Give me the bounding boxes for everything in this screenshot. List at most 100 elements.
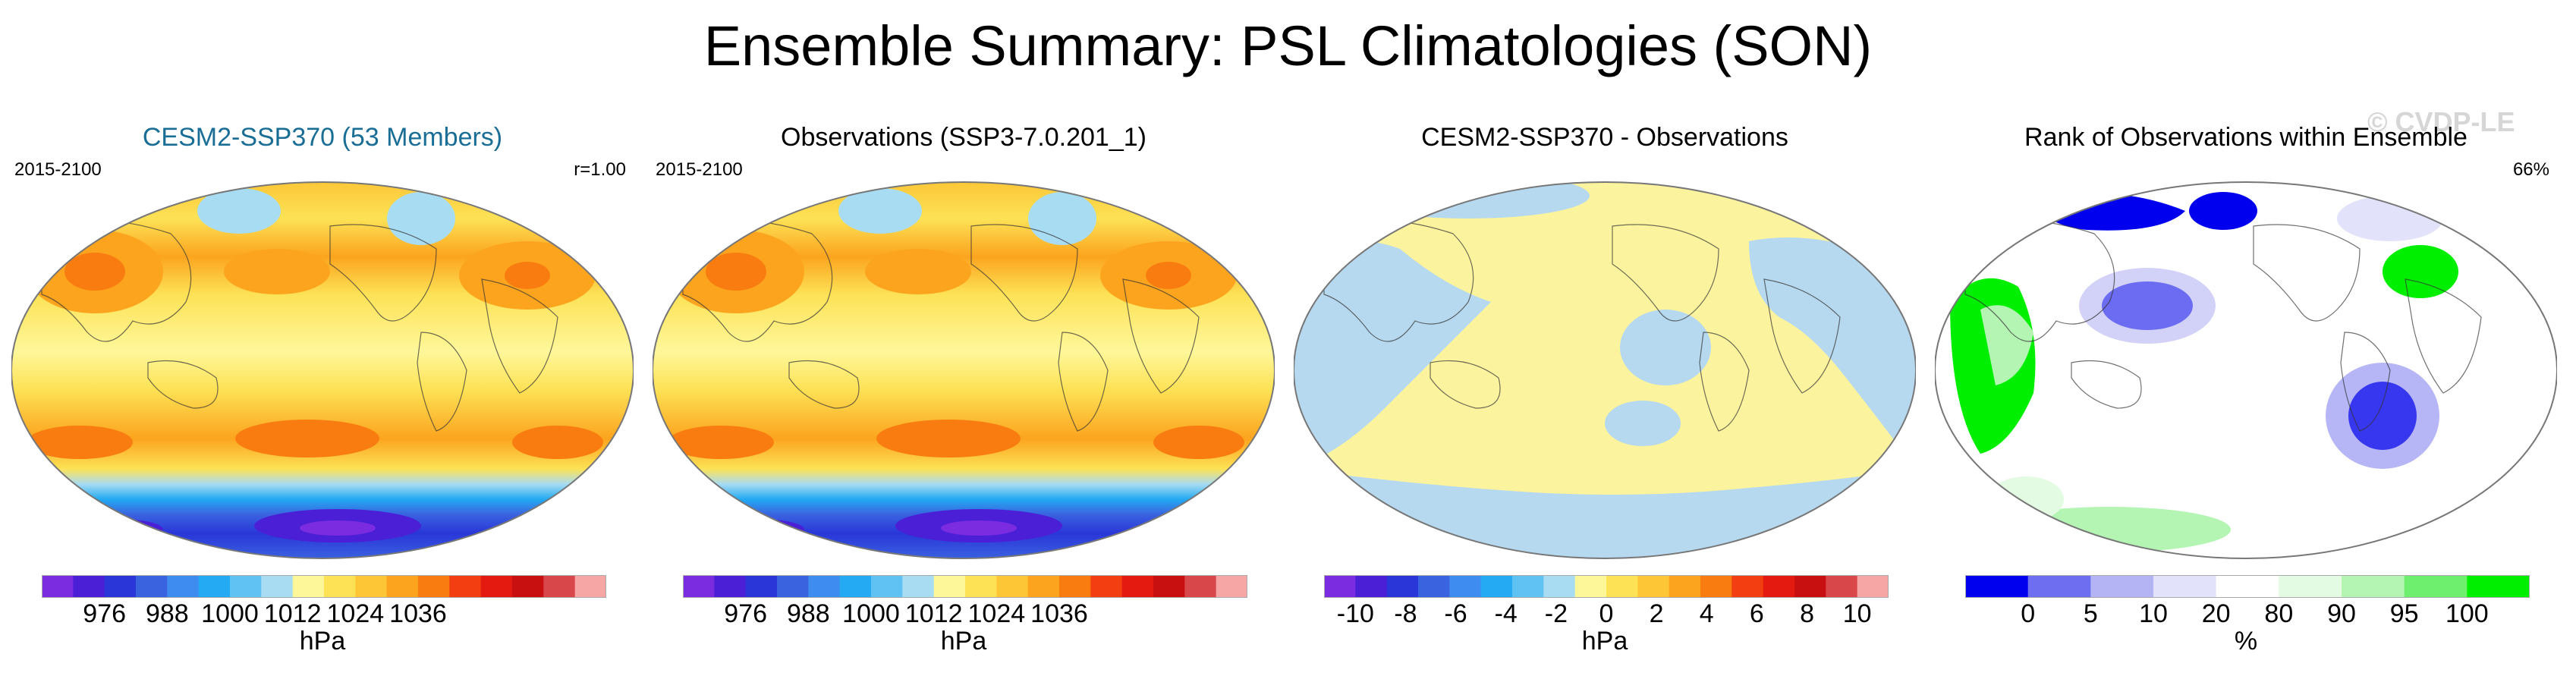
rank-pale-south xyxy=(1988,476,2064,522)
colorbar-swatch xyxy=(261,575,294,598)
colorbar-border xyxy=(42,575,606,598)
colorbar-tick-label: 100 xyxy=(2445,599,2489,628)
diff-negative-central xyxy=(1620,310,1711,385)
colorbar-swatch xyxy=(42,575,74,598)
rank-high-north-atlantic xyxy=(2383,245,2458,298)
high-north-atlantic-core xyxy=(505,262,550,289)
rank-high-southern-ocean xyxy=(1988,507,2231,552)
low-icelandic xyxy=(387,192,455,245)
colorbar-tick-label: -4 xyxy=(1494,599,1518,628)
colorbar-tick-label: 2 xyxy=(1649,599,1664,628)
colorbar-swatch xyxy=(1637,575,1670,598)
psl-map-difference xyxy=(1294,181,1916,559)
colorbar-swatch xyxy=(449,575,482,598)
panel-title: CESM2-SSP370 (53 Members) xyxy=(142,123,503,152)
coastlines xyxy=(1964,219,2482,432)
colorbar-swatch xyxy=(574,575,606,598)
figure-title: Ensemble Summary: PSL Climatologies (SON… xyxy=(703,14,1873,77)
colorbar-swatch xyxy=(1090,575,1123,598)
colorbar-swatch xyxy=(104,575,137,598)
colorbar-tick-label: -8 xyxy=(1394,599,1417,628)
colorbar-tick-label: 1024 xyxy=(326,599,385,628)
colorbar-unit: hPa xyxy=(940,627,987,656)
colorbar-tick-label: 10 xyxy=(2139,599,2168,628)
colorbar-swatch xyxy=(1418,575,1450,598)
colorbar-swatch xyxy=(2153,575,2217,598)
panel-title: CESM2-SSP370 - Observations xyxy=(1421,123,1788,152)
colorbar-tick-label: -2 xyxy=(1544,599,1568,628)
colorbar-tick-label: 0 xyxy=(2021,599,2036,628)
colorbar-swatch xyxy=(1059,575,1091,598)
colorbar-tick-label: 1036 xyxy=(1030,599,1088,628)
colorbar-swatch xyxy=(1216,575,1247,598)
colorbar-swatch xyxy=(1512,575,1544,598)
colorbar-swatch xyxy=(1027,575,1060,598)
colorbar-swatch xyxy=(2027,575,2091,598)
colorbar-swatch xyxy=(1731,575,1764,598)
high-south-indian xyxy=(27,426,133,459)
watermark: © CVDP-LE xyxy=(2367,106,2515,137)
colorbar-tick-label: 1024 xyxy=(967,599,1026,628)
colorbar-swatch xyxy=(355,575,388,598)
colorbar-swatch xyxy=(933,575,966,598)
colorbar-swatch xyxy=(386,575,419,598)
colorbar-border xyxy=(1324,575,1889,598)
colorbar-swatch xyxy=(1700,575,1732,598)
colorbar-ticks: -10 -8 -6 -4 -2 0 2 4 6 8 10 xyxy=(1286,599,1923,630)
colorbar-swatch xyxy=(1763,575,1795,598)
colorbar-swatch xyxy=(324,575,356,598)
low-indian-southern xyxy=(72,519,163,540)
high-asia-core xyxy=(64,253,125,291)
period-label: 2015-2100 xyxy=(656,159,743,180)
high-south-pacific xyxy=(876,420,1021,457)
rank-low-north-pacific xyxy=(2189,192,2257,230)
colorbar-tick-label: 95 xyxy=(2389,599,2419,628)
colorbar-swatch xyxy=(683,575,715,598)
panel-title: Rank of Observations within Ensemble xyxy=(2024,123,2467,152)
colorbar-swatch xyxy=(871,575,903,598)
map-outline xyxy=(11,181,634,559)
high-south-atlantic xyxy=(1153,426,1244,459)
colorbar-swatch xyxy=(1965,575,2029,598)
low-aleutian xyxy=(838,188,922,234)
colorbar-swatch xyxy=(745,575,778,598)
colorbar-swatch xyxy=(2404,575,2467,598)
colorbar-swatch xyxy=(1669,575,1701,598)
map-outline xyxy=(1935,181,2557,559)
colorbar-swatch xyxy=(2467,575,2530,598)
panel-rank: Rank of Observations within Ensemble 66% xyxy=(1927,114,2565,676)
map-outline xyxy=(1294,181,1916,559)
colorbar-swatch xyxy=(1121,575,1154,598)
colorbar-swatch xyxy=(2279,575,2342,598)
colorbar-swatch xyxy=(1857,575,1889,598)
colorbar-swatch xyxy=(839,575,872,598)
colorbar-swatch xyxy=(2216,575,2279,598)
colorbar-swatch xyxy=(1449,575,1482,598)
colorbar-swatch xyxy=(1355,575,1388,598)
colorbar-swatch xyxy=(512,575,544,598)
colorbar-swatch xyxy=(902,575,935,598)
colorbar-swatch xyxy=(480,575,513,598)
colorbar-swatch xyxy=(2090,575,2154,598)
high-south-atlantic xyxy=(512,426,603,459)
colorbar-border xyxy=(1965,575,2530,598)
rank-map xyxy=(1935,181,2557,559)
colorbar-unit: hPa xyxy=(299,627,346,656)
colorbar xyxy=(42,575,606,598)
colorbar-ticks: 0 5 10 20 80 90 95 100 xyxy=(1927,599,2565,630)
colorbar-swatch xyxy=(808,575,841,598)
high-south-pacific xyxy=(235,420,379,457)
high-asia-core xyxy=(706,253,766,291)
low-indian-southern xyxy=(713,519,804,540)
rank-low-tropical-pacific-halo xyxy=(2079,268,2216,344)
colorbar-swatch xyxy=(73,575,105,598)
colorbar-ticks: 976 988 1000 1012 1024 1036 xyxy=(4,599,641,630)
colorbar-swatch xyxy=(1324,575,1356,598)
colorbar-tick-label: 0 xyxy=(1599,599,1614,628)
colorbar-swatch xyxy=(1826,575,1858,598)
high-south-indian xyxy=(668,426,774,459)
low-icelandic xyxy=(1028,192,1096,245)
colorbar-tick-label: 4 xyxy=(1699,599,1714,628)
colorbar-tick-label: 976 xyxy=(724,599,768,628)
low-aleutian xyxy=(197,188,281,234)
